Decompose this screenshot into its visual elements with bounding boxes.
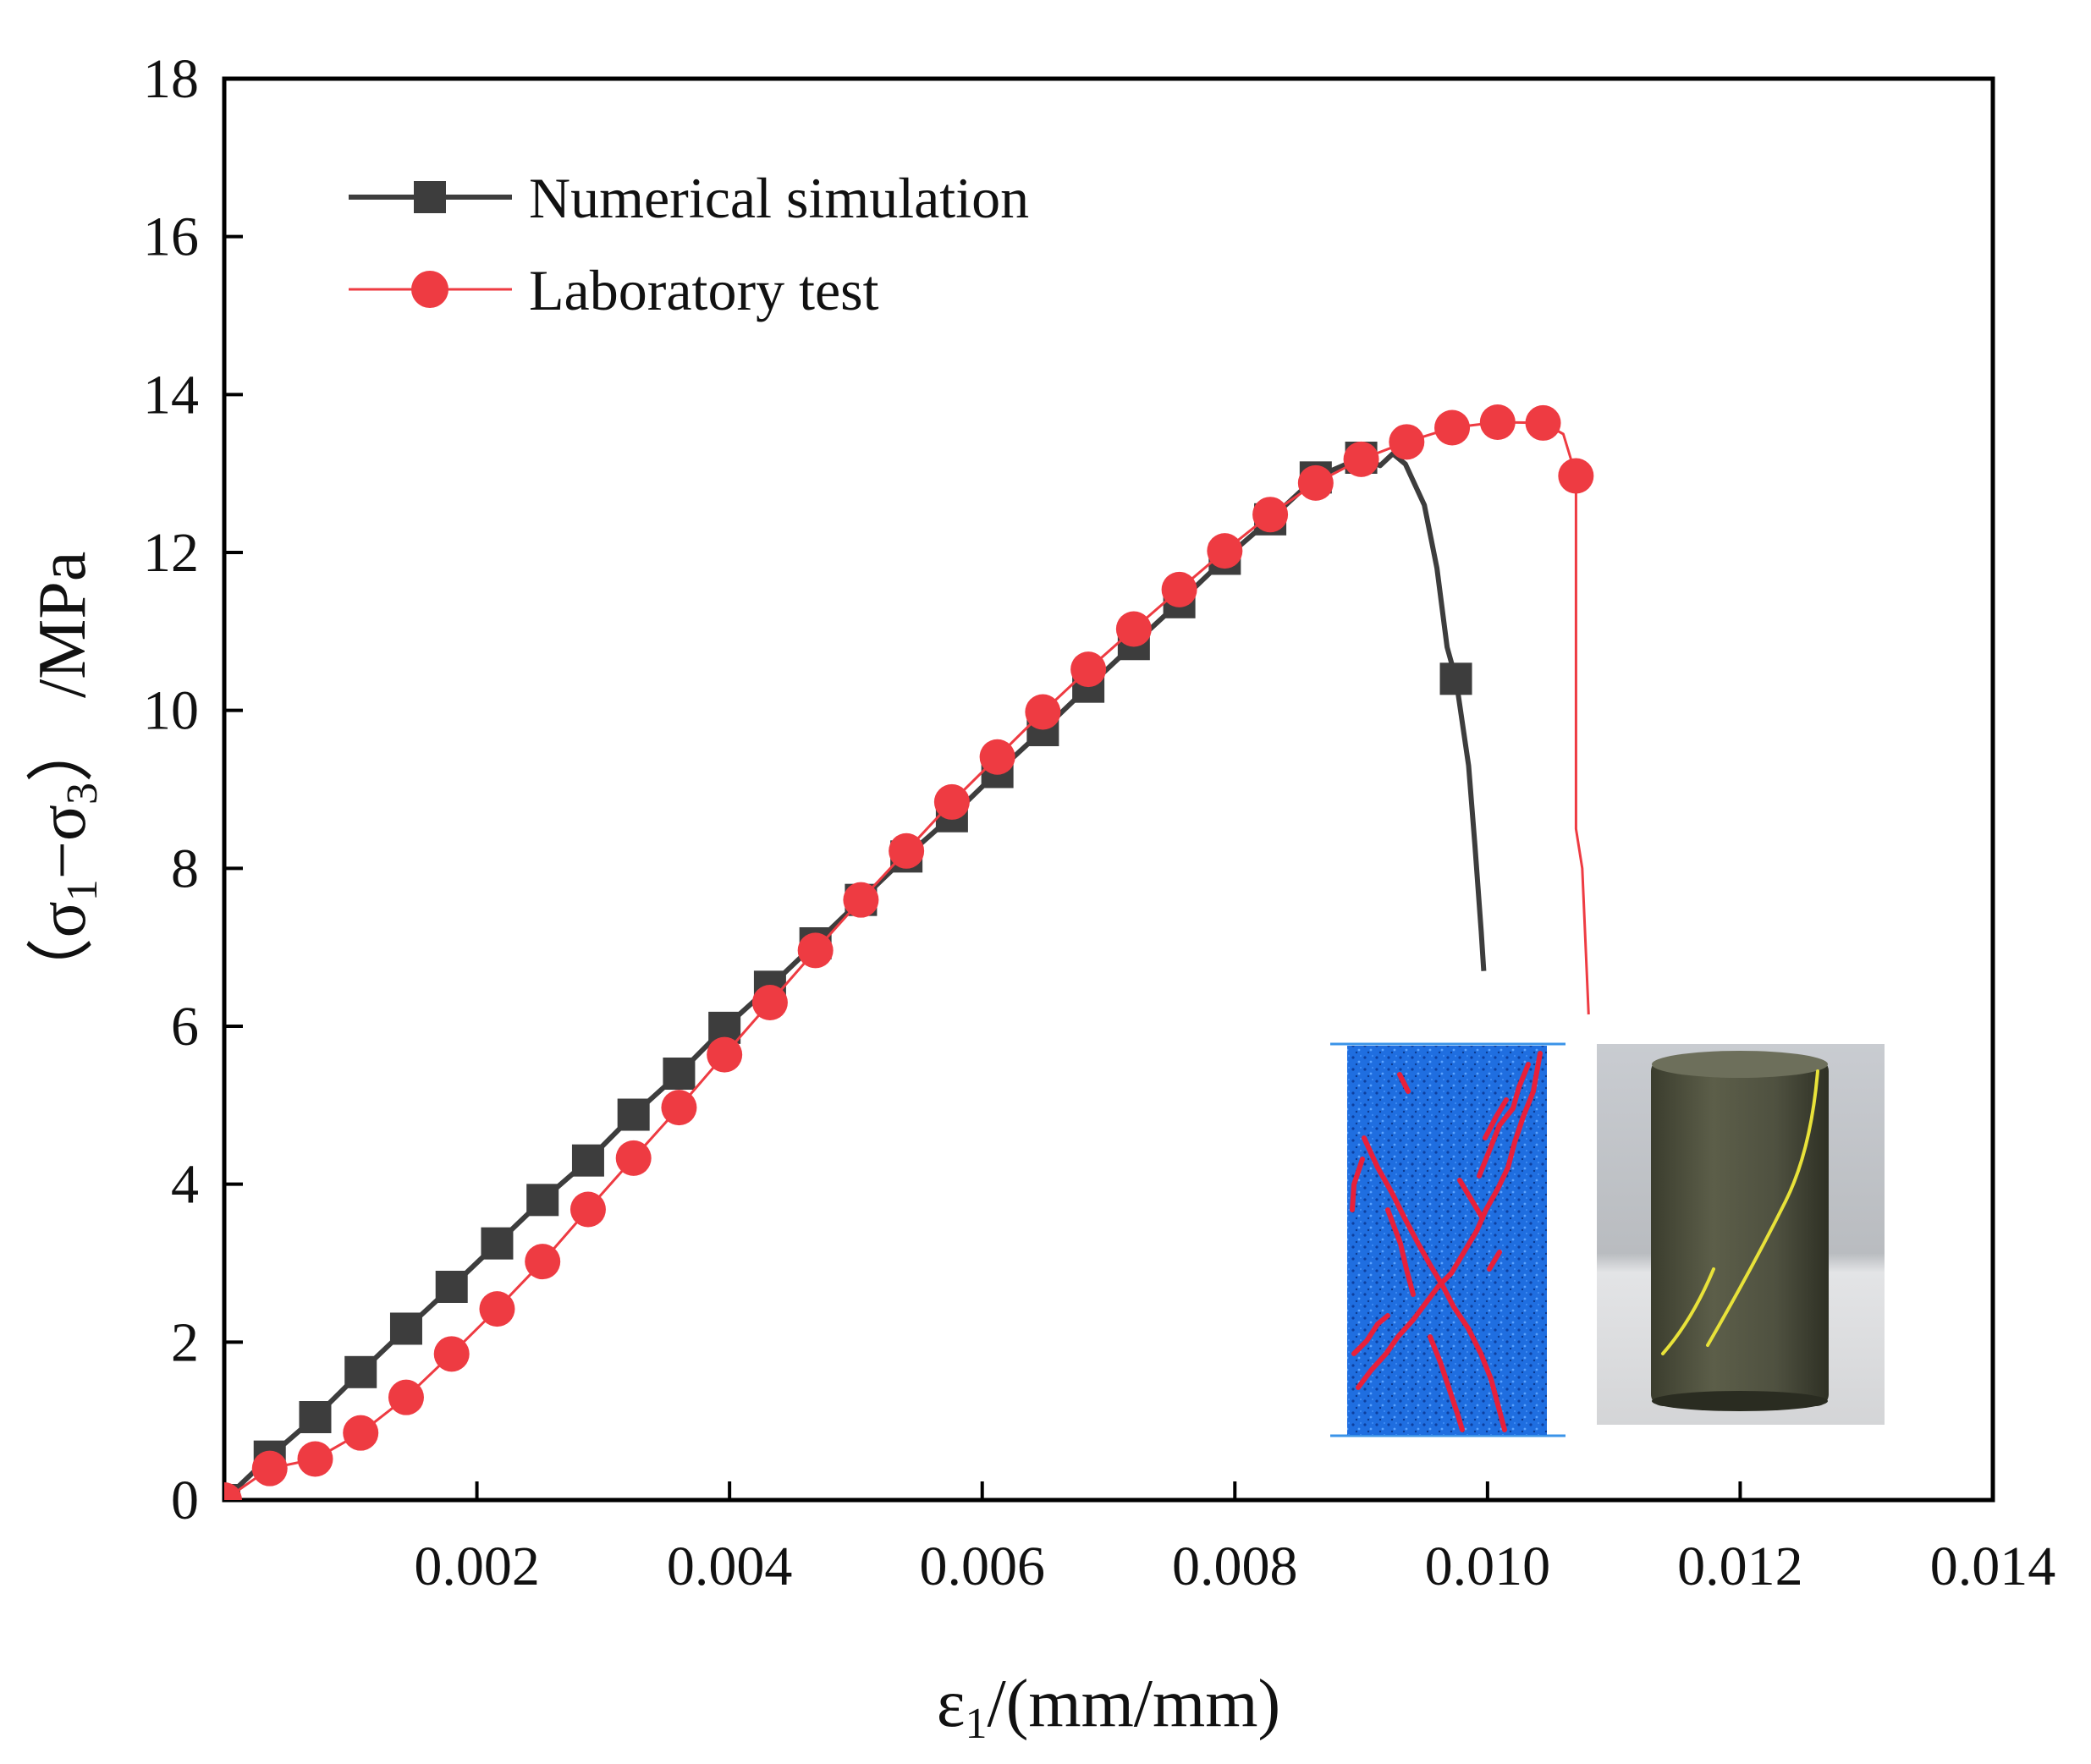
data-point-numerical xyxy=(617,1098,650,1131)
data-point-numerical xyxy=(526,1184,559,1217)
legend-label-laboratory: Laboratory test xyxy=(529,258,879,322)
y-axis-title-unit: /MPa xyxy=(25,552,100,715)
data-point-laboratory xyxy=(1525,404,1561,441)
data-point-laboratory xyxy=(1161,571,1197,607)
data-point-laboratory xyxy=(1434,409,1471,446)
data-point-laboratory xyxy=(525,1244,561,1280)
data-point-numerical xyxy=(1439,662,1472,695)
y-tick-label: 0 xyxy=(171,1470,199,1531)
y-tick-label: 4 xyxy=(171,1154,199,1216)
data-point-laboratory xyxy=(570,1191,606,1228)
x-tick-label: 0.012 xyxy=(1677,1536,1803,1597)
y-axis-title-sub1: 1 xyxy=(58,879,107,901)
x-axis-title-symbol: ε xyxy=(937,1667,966,1741)
data-point-numerical xyxy=(344,1355,377,1388)
y-tick-label: 18 xyxy=(143,48,199,110)
x-axis-title: ε1/(mm/mm) xyxy=(937,1667,1280,1748)
series-layer xyxy=(224,404,1594,1500)
photo-cylinder-bottom xyxy=(1652,1391,1828,1411)
data-point-numerical xyxy=(481,1227,514,1260)
y-axis-ticks: 0 2 4 6 8 10 12 14 16 18 xyxy=(143,48,243,1531)
data-point-numerical xyxy=(435,1271,468,1303)
data-point-laboratory xyxy=(1207,533,1243,569)
data-point-laboratory xyxy=(979,739,1015,775)
data-point-laboratory xyxy=(251,1450,288,1486)
y-axis-title-close: ） xyxy=(25,715,100,783)
data-point-laboratory xyxy=(1070,651,1107,688)
data-point-laboratory xyxy=(1025,694,1061,730)
data-point-laboratory xyxy=(1558,458,1594,494)
data-point-laboratory xyxy=(224,1482,242,1500)
y-tick-label: 12 xyxy=(143,522,199,584)
simulation-crack-paths xyxy=(1350,1051,1543,1432)
data-point-numerical xyxy=(299,1401,332,1433)
data-point-laboratory xyxy=(479,1291,515,1327)
data-point-laboratory xyxy=(388,1379,424,1415)
data-point-laboratory xyxy=(933,783,970,820)
plot-frame xyxy=(222,76,1995,1503)
legend-label-numerical: Numerical simulation xyxy=(529,166,1029,230)
photo-crack-lines xyxy=(1661,1069,1819,1355)
y-tick-label: 14 xyxy=(143,364,199,426)
x-tick-label: 0.004 xyxy=(667,1536,793,1597)
data-point-numerical xyxy=(389,1312,422,1345)
photo-cylinder-top xyxy=(1652,1051,1828,1078)
legend-marker-square xyxy=(414,181,446,213)
y-tick-label: 6 xyxy=(171,996,199,1058)
data-point-numerical xyxy=(663,1058,696,1090)
data-point-laboratory xyxy=(343,1415,379,1451)
y-tick-label: 10 xyxy=(143,680,199,742)
x-tick-label: 0.010 xyxy=(1425,1536,1551,1597)
specimen-photo-inset xyxy=(1597,1044,1885,1425)
y-axis-title-open: （σ xyxy=(25,901,100,1005)
data-point-laboratory xyxy=(661,1090,697,1126)
data-point-laboratory xyxy=(1297,464,1334,501)
y-tick-label: 8 xyxy=(171,838,199,899)
x-axis-title-subscript: 1 xyxy=(965,1700,987,1748)
data-point-laboratory xyxy=(615,1140,652,1176)
y-axis-title-sub3: 3 xyxy=(58,783,107,805)
data-point-laboratory xyxy=(433,1336,470,1372)
y-axis-title-mid: −σ xyxy=(25,805,100,879)
data-point-laboratory xyxy=(889,833,925,869)
legend: Numerical simulation Laboratory test xyxy=(349,166,1029,322)
data-point-laboratory xyxy=(1343,441,1379,477)
y-axis-title: （σ1−σ3） /MPa xyxy=(25,552,107,1006)
data-point-laboratory xyxy=(751,985,788,1020)
data-point-laboratory xyxy=(797,932,834,969)
data-point-laboratory xyxy=(843,882,879,918)
x-tick-label: 0.002 xyxy=(414,1536,540,1597)
x-axis-title-unit: /(mm/mm) xyxy=(987,1667,1280,1741)
data-point-laboratory xyxy=(1252,497,1289,533)
data-point-laboratory xyxy=(297,1441,333,1477)
simulation-inset xyxy=(1330,1042,1565,1437)
x-tick-label: 0.014 xyxy=(1930,1536,2056,1597)
data-point-laboratory xyxy=(1389,424,1425,460)
y-tick-label: 2 xyxy=(171,1311,199,1373)
data-point-laboratory xyxy=(1115,611,1152,647)
data-point-laboratory xyxy=(1479,404,1516,440)
photo-cylinder xyxy=(1651,1059,1829,1406)
x-tick-label: 0.008 xyxy=(1172,1536,1298,1597)
y-tick-label: 16 xyxy=(143,206,199,268)
legend-marker-circle xyxy=(411,271,448,308)
x-tick-label: 0.006 xyxy=(919,1536,1045,1597)
data-point-laboratory xyxy=(707,1036,743,1073)
data-point-numerical xyxy=(571,1144,604,1177)
x-axis-ticks: 0.002 0.004 0.006 0.008 0.010 0.012 0.014 xyxy=(414,1481,2055,1597)
